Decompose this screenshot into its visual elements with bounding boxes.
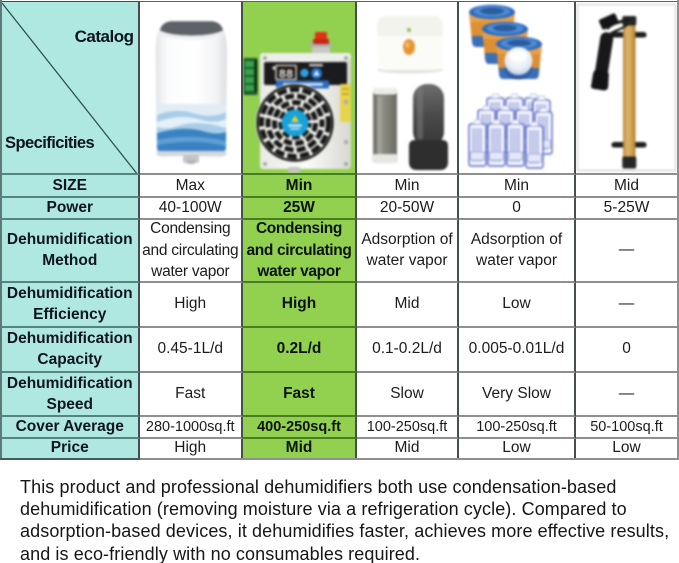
svg-text:88: 88 (279, 68, 293, 82)
